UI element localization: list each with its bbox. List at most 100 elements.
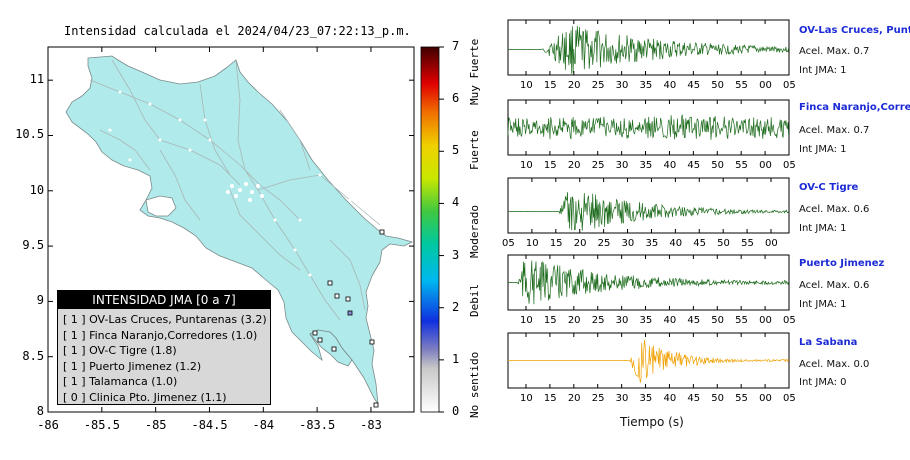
colorbar-tick-label: 1 <box>452 351 460 366</box>
map-x-ticks <box>47 47 372 412</box>
colorbar-tick-label: 5 <box>452 143 460 158</box>
waveform-tick-label: 40 <box>663 393 677 404</box>
waveform-tick-label: 55 <box>735 160 748 171</box>
colorbar-tick-label: 2 <box>452 299 460 314</box>
waveform-tick-label: 35 <box>639 393 653 404</box>
station-jma: Int JMA: 0 <box>799 377 847 388</box>
waveform-tick-label: 40 <box>669 238 683 249</box>
waveform-tick-label: 35 <box>639 160 653 171</box>
colorbar-ticks <box>439 46 444 413</box>
waveform-tick-label: 25 <box>591 315 605 326</box>
waveform-tick-label: 30 <box>615 80 629 91</box>
station-name: OV-Las Cruces, Puntar <box>799 25 910 36</box>
waveform-tick-label: 00 <box>759 315 772 326</box>
station-jma: Int JMA: 1 <box>799 299 847 310</box>
waveform-trace <box>508 192 789 231</box>
waveform-tick-label: 50 <box>711 315 724 326</box>
waveform-tick-label: 15 <box>543 393 557 404</box>
waveform-x-axis-label: Tiempo (s) <box>620 415 684 429</box>
waveform-frame <box>507 177 790 234</box>
station-name: Puerto Jimenez <box>799 258 885 269</box>
waveform-tick-label: 10 <box>520 393 533 404</box>
waveform-tick-label: 05 <box>502 238 515 249</box>
station-jma: Int JMA: 1 <box>799 65 847 76</box>
x-tick-label: -85.5 <box>83 418 120 432</box>
colorbar-category-label: Muy Fuerte <box>468 38 481 105</box>
colorbar-category-label: No sentido <box>468 351 481 418</box>
station-acel: Acel. Max. 0.6 <box>799 280 870 291</box>
waveform-tick-label: 35 <box>639 315 653 326</box>
station-acel: Acel. Max. 0.7 <box>799 125 870 136</box>
waveform-tick-label: 50 <box>711 393 724 404</box>
waveform-tick-label: 45 <box>687 160 701 171</box>
waveform-tick-label: 10 <box>520 80 533 91</box>
station-jma: Int JMA: 1 <box>799 144 847 155</box>
waveform-tick-label: 30 <box>615 393 629 404</box>
waveform-tick-label: 15 <box>543 315 557 326</box>
waveform-trace <box>508 260 790 305</box>
waveform-tick-label: 25 <box>591 393 605 404</box>
colorbar-tick-label: 3 <box>452 247 460 262</box>
waveform-tick-label: 50 <box>711 80 724 91</box>
waveform-tick-label: 00 <box>759 393 772 404</box>
waveform-tick-label: 50 <box>717 238 730 249</box>
waveform-tick-label: 55 <box>741 238 754 249</box>
waveform-tick-label: 05 <box>783 393 796 404</box>
waveform-tick-label: 55 <box>735 80 748 91</box>
waveform-tick-label: 10 <box>520 315 533 326</box>
station-name: Finca Naranjo,Corredor <box>799 102 910 113</box>
waveform-frame <box>507 254 790 311</box>
y-tick-label: 10 <box>29 182 45 197</box>
waveform-tick-label: 25 <box>591 80 605 91</box>
waveform-trace <box>508 339 790 383</box>
waveform-tick-label: 20 <box>573 238 587 249</box>
y-tick-label: 9 <box>36 293 45 308</box>
waveform-tick-label: 20 <box>567 393 581 404</box>
waveform-trace <box>507 114 790 140</box>
y-tick-label: 9.5 <box>22 238 45 253</box>
waveform-tick-label: 30 <box>615 160 629 171</box>
x-tick-label: -86 <box>37 418 59 432</box>
waveform-tick-label: 45 <box>693 238 706 249</box>
waveform-tick-label: 20 <box>567 80 581 91</box>
waveform-tick-label: 00 <box>765 238 778 249</box>
waveform-tick-label: 10 <box>520 160 533 171</box>
waveform-tick-label: 15 <box>549 238 563 249</box>
waveform-tick-label: 05 <box>783 315 796 326</box>
legend-row: [ 1 ] OV-C Tigre (1.8) <box>63 344 177 357</box>
station-name: OV-C Tigre <box>799 182 859 193</box>
x-tick-label: -83.5 <box>299 418 336 432</box>
colorbar-category-label: Moderado <box>468 205 481 259</box>
station-acel: Acel. Max. 0.7 <box>799 46 870 57</box>
colorbar-tick-label: 7 <box>452 39 460 53</box>
legend-row: [ 1 ] Finca Naranjo,Corredores (1.0) <box>63 328 258 342</box>
waveform-tick-label: 25 <box>597 238 611 249</box>
waveform-tick-label: 45 <box>687 315 701 326</box>
station-name: La Sabana <box>799 337 858 348</box>
x-tick-label: -83 <box>360 418 382 432</box>
station-acel: Acel. Max. 0.0 <box>799 359 870 370</box>
y-tick-label: 11 <box>29 72 45 87</box>
station-jma: Int JMA: 1 <box>799 223 847 234</box>
x-tick-label: -84.5 <box>191 418 228 432</box>
legend-row: [ 0 ] Clinica Pto. Jimenez (1.1) <box>63 390 227 404</box>
waveform-tick-label: 30 <box>615 315 629 326</box>
waveform-tick-label: 55 <box>735 393 748 404</box>
x-tick-label: -85 <box>144 418 167 432</box>
waveform-tick-label: 40 <box>663 160 677 171</box>
map-y-ticks <box>48 79 414 413</box>
intensity-legend: INTENSIDAD JMA [0 a 7] [ 1 ] OV-Las Cruc… <box>57 290 271 405</box>
legend-row: [ 1 ] OV-Las Cruces, Puntarenas (3.2) <box>63 313 267 326</box>
colorbar <box>420 46 440 413</box>
waveform-tick-label: 45 <box>687 393 701 404</box>
waveform-trace <box>508 25 790 74</box>
legend-title: INTENSIDAD JMA [0 a 7] <box>58 291 270 309</box>
waveform-tick-label: 20 <box>567 160 581 171</box>
y-tick-label: 8 <box>36 404 45 418</box>
colorbar-tick-label: 0 <box>452 404 460 418</box>
waveform-tick-label: 50 <box>711 160 724 171</box>
waveform-tick-label: 40 <box>663 315 677 326</box>
y-tick-label: 8.5 <box>22 348 45 363</box>
waveform-tick-label: 30 <box>621 238 635 249</box>
colorbar-category-label: Debil <box>468 283 481 317</box>
